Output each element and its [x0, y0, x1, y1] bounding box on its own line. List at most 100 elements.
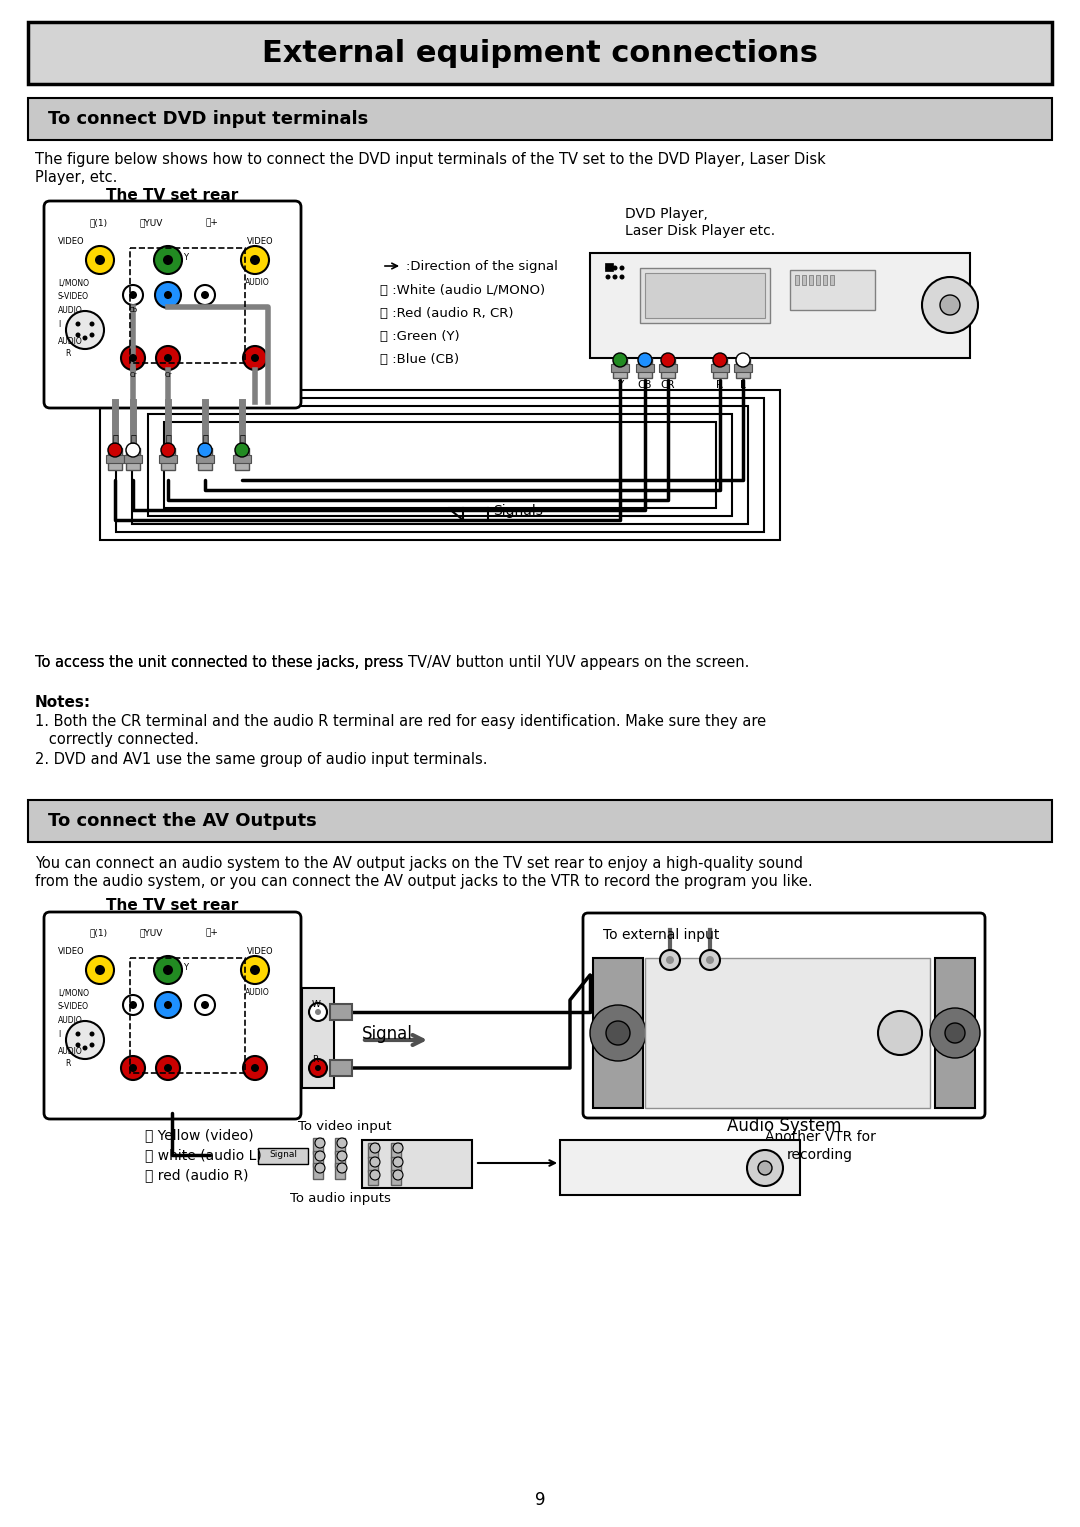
- Circle shape: [154, 246, 183, 273]
- Circle shape: [393, 1157, 403, 1167]
- Circle shape: [164, 292, 172, 299]
- Text: 2. DVD and AV1 use the same group of audio input terminals.: 2. DVD and AV1 use the same group of aud…: [35, 751, 487, 767]
- Circle shape: [163, 965, 173, 976]
- Circle shape: [620, 275, 624, 279]
- Bar: [816, 275, 820, 286]
- Text: To access the unit connected to these jacks, press TV/AV button until YUV appear: To access the unit connected to these ja…: [35, 655, 750, 670]
- Bar: [785, 1078, 924, 1092]
- Text: L/MONO: L/MONO: [58, 988, 89, 997]
- Bar: [391, 1170, 401, 1185]
- Circle shape: [123, 996, 143, 1015]
- Text: correctly connected.: correctly connected.: [35, 731, 199, 747]
- Circle shape: [315, 1138, 325, 1148]
- Bar: [195, 455, 214, 463]
- Bar: [335, 1138, 345, 1154]
- Circle shape: [156, 282, 181, 308]
- Text: Player, etc.: Player, etc.: [35, 169, 118, 185]
- Text: Cr: Cr: [130, 373, 137, 379]
- Text: ⎕YUV: ⎕YUV: [140, 218, 163, 228]
- Bar: [802, 275, 806, 286]
- Circle shape: [235, 443, 249, 457]
- Circle shape: [613, 353, 627, 366]
- Text: Ⓦ: Ⓦ: [130, 434, 136, 443]
- Text: To connect DVD input terminals: To connect DVD input terminals: [48, 110, 368, 128]
- Bar: [785, 1012, 924, 1026]
- Text: from the audio system, or you can connect the AV output jacks to the VTR to reco: from the audio system, or you can connec…: [35, 873, 812, 889]
- Text: To connect the AV Outputs: To connect the AV Outputs: [48, 812, 316, 831]
- Circle shape: [370, 1170, 380, 1180]
- Bar: [28, 800, 1052, 841]
- Bar: [330, 1003, 352, 1020]
- Circle shape: [76, 1032, 81, 1037]
- Bar: [650, 989, 780, 1003]
- Circle shape: [337, 1138, 347, 1148]
- Bar: [313, 1138, 323, 1154]
- Text: S-VIDEO: S-VIDEO: [58, 292, 89, 301]
- Circle shape: [945, 1023, 966, 1043]
- Circle shape: [612, 275, 618, 279]
- Bar: [368, 1144, 378, 1157]
- Circle shape: [315, 1064, 321, 1070]
- Circle shape: [95, 965, 105, 976]
- Text: Ⓑ :Blue (CB): Ⓑ :Blue (CB): [380, 353, 459, 366]
- Circle shape: [606, 266, 610, 270]
- Circle shape: [163, 255, 173, 266]
- Bar: [235, 447, 249, 470]
- Text: The TV set rear: The TV set rear: [106, 898, 238, 913]
- Text: recording: recording: [787, 1148, 853, 1162]
- Circle shape: [201, 1002, 210, 1009]
- Bar: [605, 1151, 613, 1173]
- Text: AUDIO: AUDIO: [245, 278, 270, 287]
- Bar: [368, 1157, 378, 1173]
- Circle shape: [309, 1003, 327, 1022]
- Circle shape: [241, 956, 269, 983]
- Text: Ⓡ: Ⓡ: [112, 434, 118, 443]
- Circle shape: [666, 956, 674, 964]
- Circle shape: [337, 1164, 347, 1173]
- Circle shape: [315, 1009, 321, 1015]
- Circle shape: [706, 956, 714, 964]
- Circle shape: [612, 266, 618, 270]
- Bar: [233, 455, 251, 463]
- Circle shape: [76, 322, 81, 327]
- Bar: [198, 447, 212, 470]
- Circle shape: [370, 1144, 380, 1153]
- FancyBboxPatch shape: [44, 912, 301, 1119]
- Text: ⎕+: ⎕+: [205, 218, 218, 228]
- Bar: [161, 447, 175, 470]
- Circle shape: [922, 276, 978, 333]
- Circle shape: [86, 246, 114, 273]
- Bar: [734, 363, 752, 373]
- Circle shape: [700, 950, 720, 970]
- Circle shape: [370, 1157, 380, 1167]
- Bar: [645, 273, 765, 318]
- Circle shape: [243, 1057, 267, 1080]
- Circle shape: [129, 1064, 137, 1072]
- Circle shape: [243, 347, 267, 370]
- Bar: [711, 363, 729, 373]
- Bar: [126, 447, 140, 470]
- Bar: [823, 275, 827, 286]
- Circle shape: [315, 1164, 325, 1173]
- Circle shape: [249, 255, 260, 266]
- Bar: [335, 1151, 345, 1167]
- Circle shape: [241, 246, 269, 273]
- Circle shape: [315, 1151, 325, 1161]
- Circle shape: [86, 956, 114, 983]
- Text: Y: Y: [617, 380, 623, 389]
- Circle shape: [161, 443, 175, 457]
- Text: Laser Disk Player etc.: Laser Disk Player etc.: [625, 224, 775, 238]
- Bar: [313, 1164, 323, 1179]
- Bar: [590, 253, 970, 357]
- Circle shape: [82, 336, 87, 341]
- Text: Ⓑ: Ⓑ: [202, 434, 208, 443]
- Bar: [831, 275, 834, 286]
- Bar: [611, 363, 629, 373]
- Bar: [620, 1151, 627, 1173]
- Bar: [659, 363, 677, 373]
- Text: ⎕+: ⎕+: [205, 928, 218, 938]
- Text: Ⓖ :Green (Y): Ⓖ :Green (Y): [380, 330, 460, 344]
- Circle shape: [156, 347, 180, 370]
- Circle shape: [930, 1008, 980, 1058]
- Circle shape: [758, 1161, 772, 1174]
